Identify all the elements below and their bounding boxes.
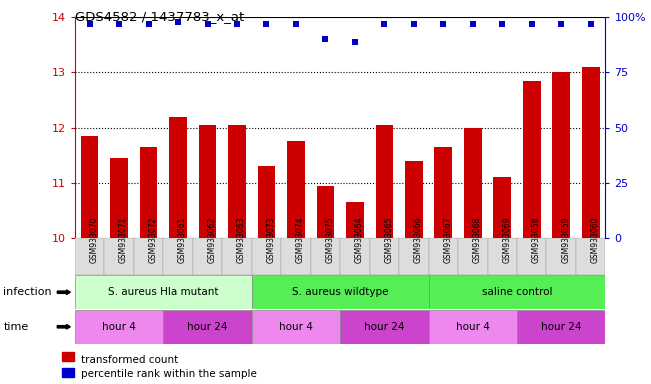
Text: hour 4: hour 4 xyxy=(279,322,313,332)
Text: GSM933065: GSM933065 xyxy=(384,217,393,263)
Point xyxy=(379,21,389,27)
Bar xyxy=(252,275,428,309)
Bar xyxy=(405,161,422,238)
Point xyxy=(173,19,183,25)
Text: GSM933067: GSM933067 xyxy=(443,217,452,263)
Bar xyxy=(340,238,370,275)
Point xyxy=(497,21,508,27)
Text: hour 24: hour 24 xyxy=(187,322,228,332)
Bar xyxy=(576,238,605,275)
Text: hour 4: hour 4 xyxy=(456,322,490,332)
Text: GSM933059: GSM933059 xyxy=(561,217,570,263)
Text: GSM933066: GSM933066 xyxy=(414,217,423,263)
Bar xyxy=(340,310,428,344)
Bar xyxy=(163,310,252,344)
Text: GSM933070: GSM933070 xyxy=(90,217,98,263)
Bar xyxy=(517,238,546,275)
Text: time: time xyxy=(3,322,29,332)
Bar xyxy=(316,185,334,238)
Bar xyxy=(110,158,128,238)
Bar xyxy=(458,238,488,275)
Text: GSM933068: GSM933068 xyxy=(473,217,482,263)
Bar xyxy=(428,310,517,344)
Bar xyxy=(370,238,399,275)
Bar xyxy=(428,275,605,309)
Text: GSM933075: GSM933075 xyxy=(326,217,335,263)
Text: transformed count: transformed count xyxy=(81,355,178,365)
Bar xyxy=(281,238,311,275)
Bar xyxy=(81,136,98,238)
Bar xyxy=(75,238,104,275)
Text: GSM933071: GSM933071 xyxy=(119,217,128,263)
Text: hour 24: hour 24 xyxy=(541,322,581,332)
Bar xyxy=(193,238,222,275)
Text: S. aureus wildtype: S. aureus wildtype xyxy=(292,287,389,297)
Text: GSM933072: GSM933072 xyxy=(148,217,158,263)
Point xyxy=(467,21,478,27)
Point xyxy=(261,21,271,27)
Point xyxy=(85,21,95,27)
Bar xyxy=(252,310,340,344)
Bar xyxy=(434,147,452,238)
Bar xyxy=(252,238,281,275)
Text: GSM933069: GSM933069 xyxy=(503,217,511,263)
Point xyxy=(556,21,566,27)
Bar xyxy=(552,73,570,238)
Text: GSM933074: GSM933074 xyxy=(296,217,305,263)
Bar xyxy=(428,238,458,275)
Text: GSM933064: GSM933064 xyxy=(355,217,364,263)
Text: GDS4582 / 1437783_x_at: GDS4582 / 1437783_x_at xyxy=(75,10,244,23)
Bar xyxy=(287,141,305,238)
Bar xyxy=(104,238,134,275)
Text: GSM933061: GSM933061 xyxy=(178,217,187,263)
Text: GSM933073: GSM933073 xyxy=(266,217,275,263)
Bar xyxy=(582,67,600,238)
Bar xyxy=(464,128,482,238)
Bar xyxy=(75,275,252,309)
Bar xyxy=(399,238,428,275)
Point xyxy=(350,38,360,45)
Bar xyxy=(376,125,393,238)
Point xyxy=(320,36,331,43)
Text: GSM933058: GSM933058 xyxy=(532,217,541,263)
Bar xyxy=(62,352,74,361)
Text: hour 24: hour 24 xyxy=(364,322,405,332)
Text: hour 4: hour 4 xyxy=(102,322,136,332)
Point xyxy=(585,21,596,27)
Bar xyxy=(311,238,340,275)
Bar xyxy=(493,177,511,238)
Text: GSM933063: GSM933063 xyxy=(237,217,246,263)
Bar xyxy=(517,310,605,344)
Point xyxy=(114,21,124,27)
Bar xyxy=(488,238,517,275)
Bar xyxy=(134,238,163,275)
Text: GSM933062: GSM933062 xyxy=(208,217,217,263)
Text: saline control: saline control xyxy=(482,287,552,297)
Bar xyxy=(546,238,576,275)
Bar xyxy=(62,368,74,377)
Bar xyxy=(163,238,193,275)
Point xyxy=(143,21,154,27)
Bar xyxy=(346,202,364,238)
Point xyxy=(409,21,419,27)
Bar xyxy=(222,238,252,275)
Point xyxy=(527,21,537,27)
Point xyxy=(438,21,449,27)
Text: percentile rank within the sample: percentile rank within the sample xyxy=(81,369,257,379)
Text: S. aureus Hla mutant: S. aureus Hla mutant xyxy=(108,287,219,297)
Text: infection: infection xyxy=(3,287,52,297)
Bar xyxy=(169,117,187,238)
Bar xyxy=(140,147,158,238)
Bar xyxy=(75,310,163,344)
Bar xyxy=(523,81,540,238)
Point xyxy=(232,21,242,27)
Bar xyxy=(199,125,216,238)
Bar xyxy=(258,166,275,238)
Bar xyxy=(228,125,246,238)
Text: GSM933060: GSM933060 xyxy=(590,217,600,263)
Point xyxy=(202,21,213,27)
Point xyxy=(291,21,301,27)
